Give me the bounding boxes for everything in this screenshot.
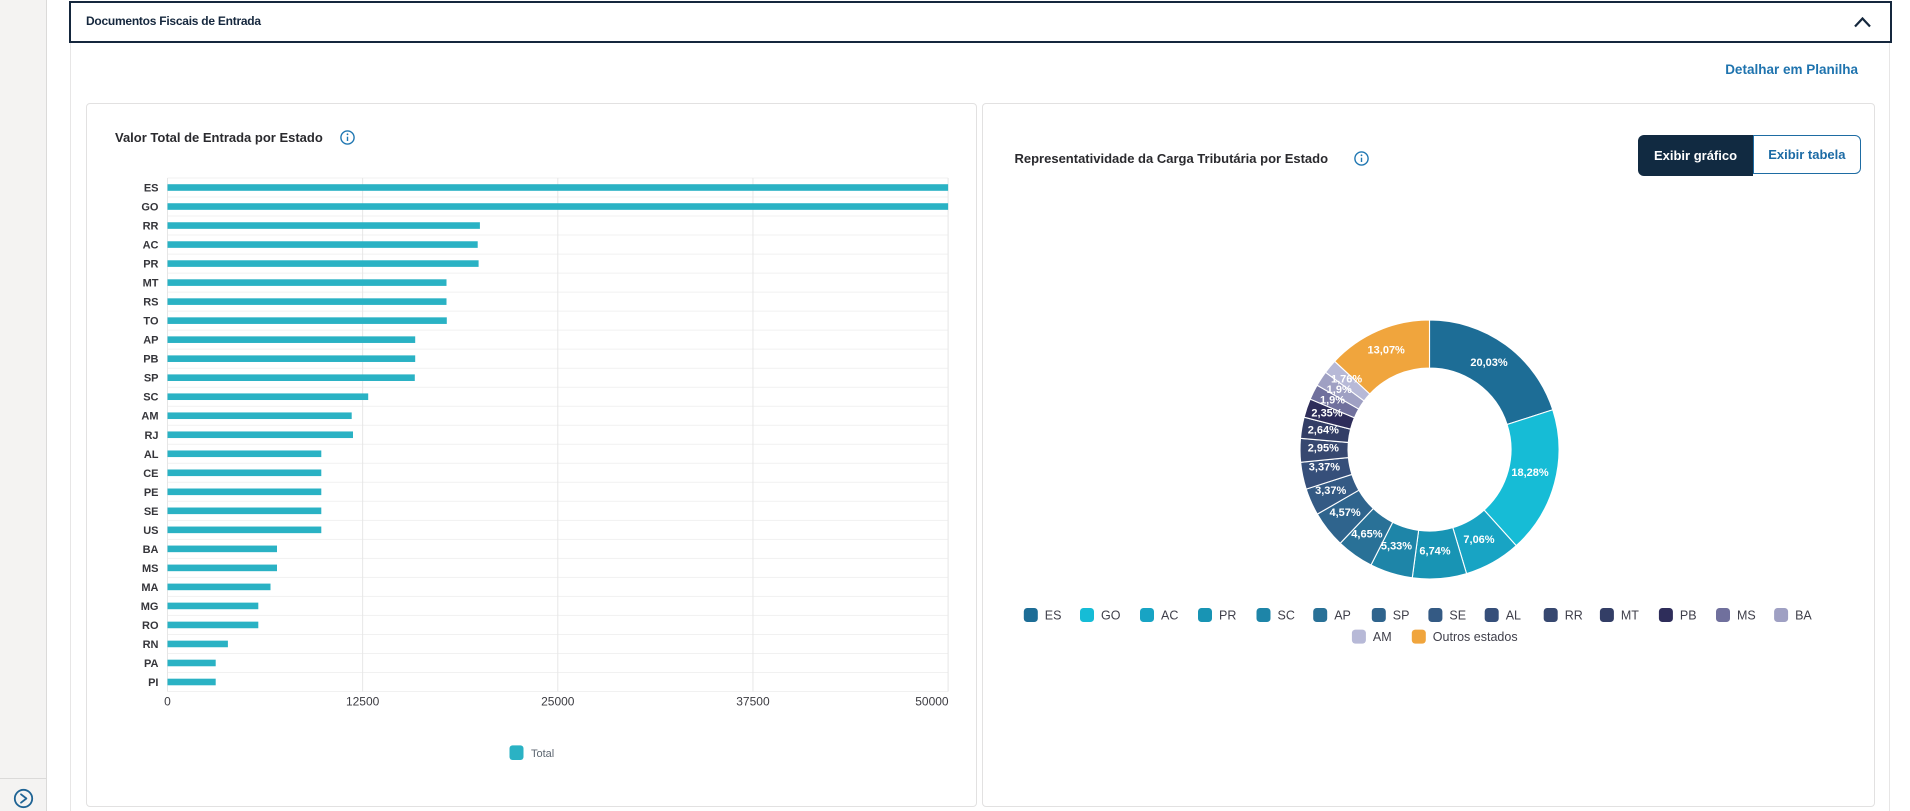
- svg-text:RN: RN: [142, 639, 158, 651]
- svg-text:SE: SE: [1449, 609, 1466, 623]
- svg-text:SC: SC: [143, 392, 158, 404]
- svg-text:AM: AM: [1373, 630, 1392, 644]
- svg-text:1,9%: 1,9%: [1327, 384, 1352, 396]
- svg-text:4,65%: 4,65%: [1351, 528, 1382, 540]
- svg-text:Outros estados: Outros estados: [1433, 630, 1518, 644]
- svg-text:MG: MG: [140, 601, 158, 613]
- svg-text:37500: 37500: [736, 695, 770, 709]
- svg-text:BA: BA: [1795, 609, 1812, 623]
- svg-text:AP: AP: [143, 335, 158, 347]
- svg-text:0: 0: [164, 695, 171, 709]
- svg-text:PB: PB: [1680, 609, 1697, 623]
- svg-text:12500: 12500: [345, 695, 379, 709]
- svg-text:PE: PE: [143, 487, 158, 499]
- svg-text:TO: TO: [143, 316, 159, 328]
- svg-text:AC: AC: [1161, 609, 1178, 623]
- svg-text:PI: PI: [148, 677, 158, 689]
- svg-text:7,06%: 7,06%: [1463, 534, 1494, 546]
- svg-text:20,03%: 20,03%: [1470, 357, 1508, 369]
- svg-text:MT: MT: [1621, 609, 1639, 623]
- svg-text:MA: MA: [141, 582, 158, 594]
- svg-text:US: US: [143, 525, 158, 537]
- svg-text:2,35%: 2,35%: [1311, 407, 1342, 419]
- svg-text:PA: PA: [144, 658, 159, 670]
- svg-text:Total: Total: [531, 748, 554, 760]
- svg-text:2,95%: 2,95%: [1308, 442, 1339, 454]
- svg-text:AM: AM: [141, 411, 158, 423]
- svg-text:ES: ES: [143, 183, 158, 195]
- svg-text:AP: AP: [1334, 609, 1351, 623]
- svg-text:13,07%: 13,07%: [1368, 344, 1406, 356]
- svg-text:RS: RS: [143, 297, 158, 309]
- svg-text:PB: PB: [143, 354, 158, 366]
- svg-text:BA: BA: [142, 544, 158, 556]
- svg-text:6,74%: 6,74%: [1419, 546, 1450, 558]
- svg-text:GO: GO: [141, 202, 159, 214]
- svg-text:SE: SE: [143, 506, 158, 518]
- svg-text:PR: PR: [143, 259, 158, 271]
- svg-text:CE: CE: [143, 468, 158, 480]
- svg-text:MT: MT: [142, 278, 158, 290]
- svg-text:3,37%: 3,37%: [1309, 462, 1340, 474]
- svg-text:PR: PR: [1219, 609, 1236, 623]
- svg-text:MS: MS: [142, 563, 159, 575]
- svg-text:5,33%: 5,33%: [1381, 541, 1412, 553]
- svg-text:RO: RO: [142, 620, 159, 632]
- svg-text:1,76%: 1,76%: [1331, 374, 1362, 386]
- svg-text:RR: RR: [142, 221, 158, 233]
- svg-text:AC: AC: [142, 240, 158, 252]
- svg-text:2,64%: 2,64%: [1308, 425, 1339, 437]
- svg-text:1,9%: 1,9%: [1320, 394, 1345, 406]
- svg-text:25000: 25000: [541, 695, 575, 709]
- svg-text:AL: AL: [143, 449, 158, 461]
- svg-text:SP: SP: [1393, 609, 1410, 623]
- svg-text:MS: MS: [1737, 609, 1756, 623]
- svg-text:18,28%: 18,28%: [1511, 467, 1549, 479]
- svg-text:SC: SC: [1278, 609, 1295, 623]
- svg-text:50000: 50000: [915, 695, 949, 709]
- svg-text:4,57%: 4,57%: [1329, 507, 1360, 519]
- svg-text:SP: SP: [143, 373, 158, 385]
- svg-text:3,37%: 3,37%: [1315, 485, 1346, 497]
- svg-text:ES: ES: [1045, 609, 1062, 623]
- svg-text:GO: GO: [1101, 609, 1121, 623]
- svg-text:AL: AL: [1506, 609, 1521, 623]
- svg-text:RJ: RJ: [144, 430, 158, 442]
- svg-text:RR: RR: [1565, 609, 1583, 623]
